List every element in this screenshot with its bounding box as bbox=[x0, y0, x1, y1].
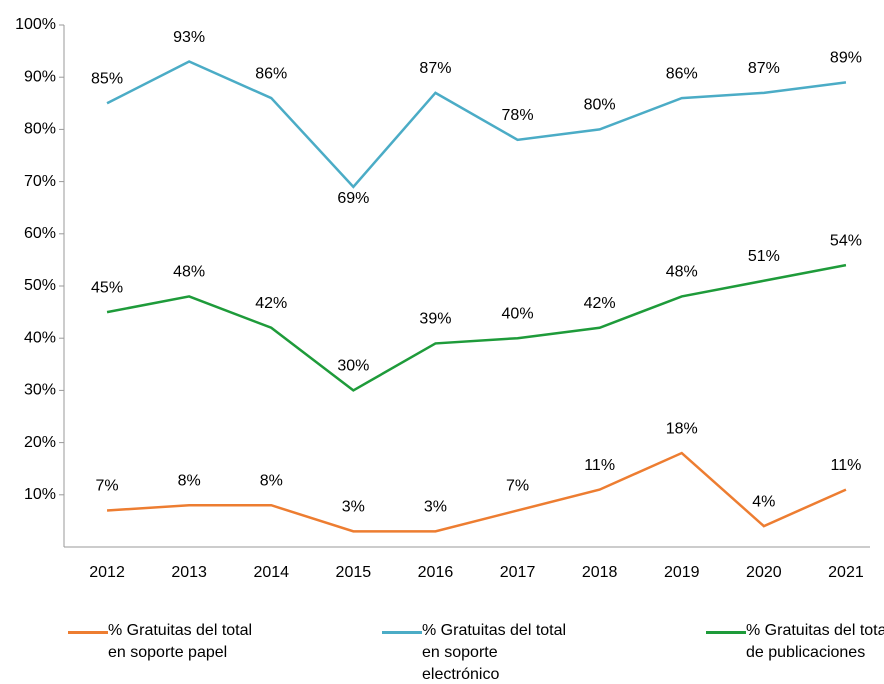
y-tick-label: 30% bbox=[24, 382, 56, 399]
x-tick-label: 2020 bbox=[746, 564, 782, 581]
data-label: 93% bbox=[173, 29, 205, 46]
data-label: 42% bbox=[584, 295, 616, 312]
data-label: 48% bbox=[173, 264, 205, 281]
data-label: 87% bbox=[419, 60, 451, 77]
legend-item: % Gratuitas del total en soporte electró… bbox=[382, 620, 572, 684]
x-tick-label: 2012 bbox=[89, 564, 125, 581]
data-label: 87% bbox=[748, 60, 780, 77]
data-label: 3% bbox=[342, 499, 365, 516]
x-tick-label: 2015 bbox=[336, 564, 372, 581]
x-tick-label: 2018 bbox=[582, 564, 618, 581]
legend-item: % Gratuitas del total en soporte papel bbox=[68, 620, 258, 664]
y-tick-label: 100% bbox=[15, 16, 56, 33]
y-tick-label: 70% bbox=[24, 173, 56, 190]
y-tick-label: 50% bbox=[24, 277, 56, 294]
data-label: 8% bbox=[260, 472, 283, 489]
data-label: 86% bbox=[666, 65, 698, 82]
data-label: 89% bbox=[830, 50, 862, 67]
data-label: 86% bbox=[255, 65, 287, 82]
data-label: 8% bbox=[178, 472, 201, 489]
data-label: 30% bbox=[337, 358, 369, 375]
data-label: 45% bbox=[91, 279, 123, 296]
data-label: 40% bbox=[502, 305, 534, 322]
data-label: 3% bbox=[424, 499, 447, 516]
data-label: 11% bbox=[584, 457, 615, 474]
data-label: 51% bbox=[748, 248, 780, 265]
data-label: 48% bbox=[666, 264, 698, 281]
data-label: 7% bbox=[95, 478, 118, 495]
data-label: 7% bbox=[506, 478, 529, 495]
data-label: 85% bbox=[91, 71, 123, 88]
data-label: 18% bbox=[666, 420, 698, 437]
x-tick-label: 2014 bbox=[253, 564, 289, 581]
legend-swatch bbox=[382, 631, 422, 634]
legend-swatch bbox=[706, 631, 746, 634]
x-tick-label: 2017 bbox=[500, 564, 536, 581]
data-label: 78% bbox=[502, 107, 534, 124]
data-label: 80% bbox=[584, 97, 616, 114]
y-tick-label: 40% bbox=[24, 329, 56, 346]
series-line bbox=[106, 451, 847, 533]
data-label: 54% bbox=[830, 232, 862, 249]
y-tick-label: 10% bbox=[24, 486, 56, 503]
x-tick-label: 2016 bbox=[418, 564, 454, 581]
y-tick-label: 90% bbox=[24, 68, 56, 85]
data-label: 11% bbox=[831, 457, 862, 474]
legend-label: % Gratuitas del total en soporte papel bbox=[108, 622, 253, 661]
y-tick-label: 20% bbox=[24, 434, 56, 451]
legend-swatch bbox=[68, 631, 108, 634]
data-label: 4% bbox=[752, 493, 775, 510]
data-label: 42% bbox=[255, 295, 287, 312]
data-label: 69% bbox=[337, 190, 369, 207]
legend-item: % Gratuitas del total de publicaciones bbox=[706, 620, 884, 664]
chart: 10% 20% 30% 40% 50% 60% 70% 80% 90% 100% 2012 2013 2… bbox=[15, 16, 870, 581]
x-tick-label: 2019 bbox=[664, 564, 700, 581]
legend-label: % Gratuitas del total en soporte electró… bbox=[422, 622, 567, 683]
x-tick-label: 2013 bbox=[171, 564, 207, 581]
y-tick-label: 80% bbox=[24, 121, 56, 138]
x-tick-label: 2021 bbox=[828, 564, 864, 581]
data-label: 39% bbox=[419, 311, 451, 328]
y-tick-label: 60% bbox=[24, 225, 56, 242]
series-line bbox=[106, 60, 847, 189]
legend-label: % Gratuitas del total de publicaciones bbox=[746, 622, 884, 661]
series-line bbox=[106, 263, 847, 392]
